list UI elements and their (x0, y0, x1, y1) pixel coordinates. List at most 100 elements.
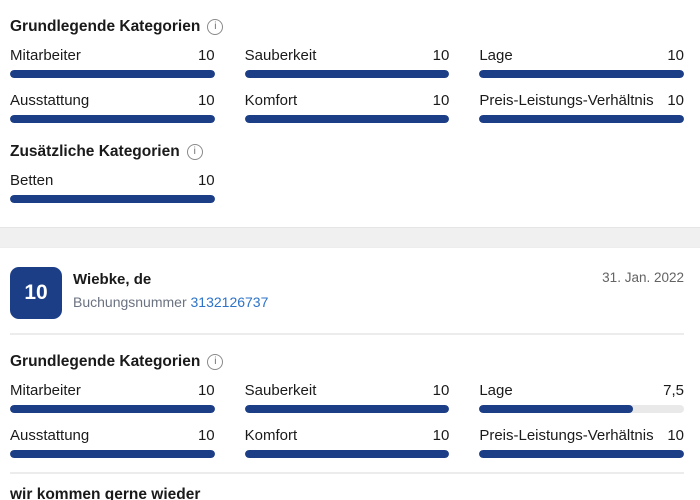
rating-label: Mitarbeiter (10, 382, 81, 399)
review-comment-title: wir kommen gerne wieder (10, 486, 201, 500)
rating-item-sauberkeit: Sauberkeit 10 (244, 47, 450, 78)
rating-bar-track (244, 115, 450, 123)
rating-bar-track (479, 115, 684, 123)
rating-item-preis-leistungs-verh-ltnis: Preis-Leistungs-Verhältnis 10 (479, 92, 684, 123)
rating-bar-track (10, 115, 215, 123)
rating-item-sauberkeit: Sauberkeit 10 (244, 382, 450, 413)
rating-item-komfort: Komfort 10 (244, 427, 450, 458)
rating-value: 10 (197, 92, 215, 109)
rating-value: 10 (432, 382, 450, 399)
booking-number-label: Buchungsnummer (73, 294, 187, 310)
rating-bar-fill (244, 450, 450, 458)
rating-label: Betten (10, 172, 54, 189)
rating-item-komfort: Komfort 10 (244, 92, 450, 123)
review-basic-ratings-grid: Mitarbeiter 10 Sauberkeit 10 Lage 7,5 Ausstatt… (10, 382, 684, 472)
rating-value: 10 (667, 427, 684, 444)
rating-bar-track (10, 450, 215, 458)
rating-row-header: Komfort 10 (245, 427, 450, 444)
rating-label: Komfort (244, 92, 298, 109)
rating-value: 7,5 (663, 382, 684, 399)
summary-additional-section: Zusätzliche Kategorien i Betten 10 (0, 137, 700, 227)
rating-bar-track (479, 405, 684, 413)
rating-bar-track (479, 70, 684, 78)
review-comment-divider (10, 472, 684, 474)
rating-label: Preis-Leistungs-Verhältnis (479, 92, 654, 109)
rating-value: 10 (432, 427, 450, 444)
rating-label: Mitarbeiter (10, 47, 81, 64)
rating-row-header: Sauberkeit 10 (245, 47, 450, 64)
card-separator-band (0, 227, 700, 248)
rating-bar-fill (244, 115, 450, 123)
rating-bar-fill (10, 405, 215, 413)
rating-bar-fill (10, 195, 215, 203)
booking-number-link[interactable]: 3132126737 (190, 294, 269, 310)
summary-additional-ratings-grid: Betten 10 (10, 172, 684, 217)
rating-row-header: Betten 10 (10, 172, 215, 189)
rating-value: 10 (432, 47, 450, 64)
rating-value: 10 (197, 172, 215, 189)
summary-basic-title: Grundlegende Kategorien (10, 18, 201, 35)
rating-bar-fill (244, 70, 450, 78)
rating-label: Komfort (244, 427, 298, 444)
rating-bar-track (10, 405, 215, 413)
rating-item-preis-leistungs-verh-ltnis: Preis-Leistungs-Verhältnis 10 (479, 427, 684, 458)
summary-ratings-card: Grundlegende Kategorien i Mitarbeiter 10 S… (0, 0, 700, 227)
rating-bar-fill (479, 70, 684, 78)
rating-item-lage: Lage 10 (479, 47, 684, 78)
rating-label: Ausstattung (10, 427, 90, 444)
rating-label: Preis-Leistungs-Verhältnis (479, 427, 654, 444)
rating-label: Lage (479, 382, 513, 399)
rating-value: 10 (667, 47, 684, 64)
rating-row-header: Preis-Leistungs-Verhältnis 10 (479, 427, 684, 444)
rating-value: 10 (197, 47, 215, 64)
review-basic-title: Grundlegende Kategorien (10, 353, 201, 370)
rating-row-header: Lage 7,5 (479, 382, 684, 399)
review-header: 10 Wiebke, de Buchungsnummer 3132126737 … (0, 248, 700, 333)
rating-item-mitarbeiter: Mitarbeiter 10 (10, 47, 215, 78)
review-score-badge: 10 (10, 267, 62, 319)
rating-item-mitarbeiter: Mitarbeiter 10 (10, 382, 215, 413)
summary-basic-ratings-grid: Mitarbeiter 10 Sauberkeit 10 Lage 10 Ausstattu… (10, 47, 684, 137)
booking-line: Buchungsnummer 3132126737 (73, 294, 268, 310)
summary-basic-section: Grundlegende Kategorien i Mitarbeiter 10 S… (0, 0, 700, 137)
info-icon[interactable]: i (207, 19, 224, 35)
review-basic-heading: Grundlegende Kategorien i (10, 353, 684, 371)
rating-bar-track (10, 70, 215, 78)
rating-row-header: Sauberkeit 10 (245, 382, 450, 399)
summary-basic-heading: Grundlegende Kategorien i (10, 18, 684, 36)
info-icon[interactable]: i (207, 354, 224, 370)
rating-value: 10 (432, 92, 450, 109)
rating-bar-fill (10, 450, 215, 458)
rating-item-ausstattung: Ausstattung 10 (10, 92, 215, 123)
rating-value: 10 (197, 382, 215, 399)
rating-bar-fill (244, 405, 450, 413)
review-card: 10 Wiebke, de Buchungsnummer 3132126737 … (0, 248, 700, 500)
rating-row-header: Mitarbeiter 10 (10, 382, 215, 399)
rating-row-header: Preis-Leistungs-Verhältnis 10 (479, 92, 684, 109)
rating-label: Sauberkeit (244, 47, 317, 64)
rating-bar-fill (479, 450, 684, 458)
rating-bar-fill (10, 70, 215, 78)
reviewer-name: Wiebke, de (73, 271, 152, 288)
rating-bar-fill (479, 405, 633, 413)
rating-value: 10 (667, 92, 684, 109)
rating-item-ausstattung: Ausstattung 10 (10, 427, 215, 458)
info-icon[interactable]: i (186, 144, 203, 160)
rating-label: Ausstattung (10, 92, 90, 109)
review-date: 31. Jan. 2022 (602, 270, 684, 285)
rating-bar-track (10, 195, 215, 203)
rating-label: Sauberkeit (244, 382, 317, 399)
rating-item-betten: Betten 10 (10, 172, 215, 203)
rating-bar-track (244, 405, 450, 413)
rating-row-header: Lage 10 (479, 47, 684, 64)
summary-additional-heading: Zusätzliche Kategorien i (10, 143, 684, 161)
rating-label: Lage (479, 47, 513, 64)
rating-row-header: Ausstattung 10 (10, 92, 215, 109)
rating-row-header: Mitarbeiter 10 (10, 47, 215, 64)
rating-bar-fill (479, 115, 684, 123)
review-header-text: Wiebke, de Buchungsnummer 3132126737 (73, 267, 268, 310)
rating-bar-fill (10, 115, 215, 123)
rating-bar-track (244, 450, 450, 458)
rating-row-header: Komfort 10 (245, 92, 450, 109)
rating-bar-track (244, 70, 450, 78)
